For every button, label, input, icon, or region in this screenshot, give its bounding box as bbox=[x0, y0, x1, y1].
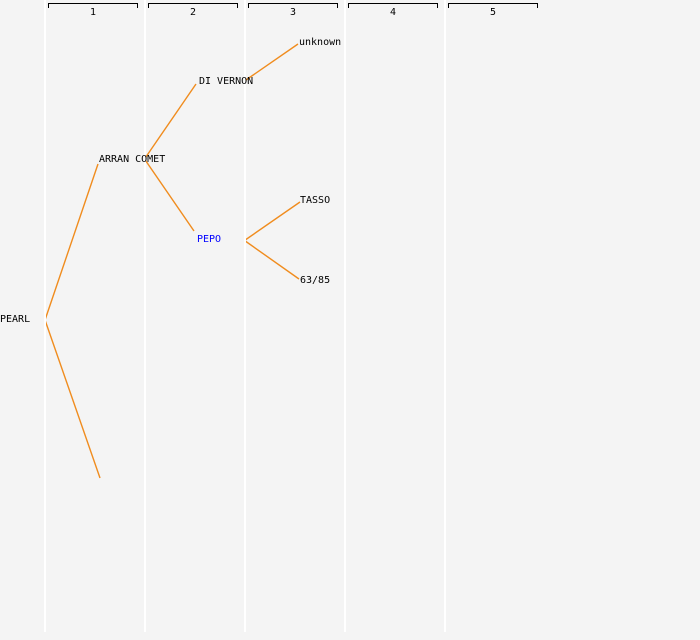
node-label-unknown: unknown bbox=[299, 37, 342, 48]
generation-axis-header: 4 bbox=[348, 3, 438, 18]
node-label-63-85: 63/85 bbox=[300, 275, 331, 286]
generation-label: 2 bbox=[186, 8, 200, 18]
generation-axis-header: 1 bbox=[48, 3, 138, 18]
node-label-pepo: PEPO bbox=[197, 234, 222, 245]
node-label-pearl: PEARL bbox=[0, 314, 31, 325]
generation-separator-line bbox=[344, 0, 346, 632]
pedigree-edge-di-vernon-to-unknown bbox=[244, 43, 299, 82]
generation-axis-header: 5 bbox=[448, 3, 538, 18]
pedigree-edge-pearl-to-arran-comet bbox=[44, 163, 99, 321]
pedigree-edge-pepo-to-63-85 bbox=[244, 239, 300, 280]
generation-separator-line bbox=[244, 0, 246, 632]
generation-label: 5 bbox=[486, 8, 500, 18]
generation-axis-header: 2 bbox=[148, 3, 238, 18]
generation-label: 3 bbox=[286, 8, 300, 18]
node-label-di-vernon: DI VERNON bbox=[199, 76, 254, 87]
generation-label: 1 bbox=[86, 8, 100, 18]
generation-axis-header: 3 bbox=[248, 3, 338, 18]
node-label-tasso: TASSO bbox=[300, 195, 331, 206]
pedigree-edge-pepo-to-tasso bbox=[244, 201, 301, 242]
node-label-arran-comet: ARRAN COMET bbox=[99, 154, 166, 165]
generation-label: 4 bbox=[386, 8, 400, 18]
generation-separator-line bbox=[44, 0, 46, 632]
pedigree-edge-arran-comet-to-pepo bbox=[143, 158, 195, 232]
generation-separator-line bbox=[144, 0, 146, 632]
generation-separator-line bbox=[444, 0, 446, 632]
pedigree-edge-arran-comet-to-di-vernon bbox=[143, 83, 197, 160]
pedigree-edge-pearl-to-unnamed bbox=[44, 319, 101, 479]
